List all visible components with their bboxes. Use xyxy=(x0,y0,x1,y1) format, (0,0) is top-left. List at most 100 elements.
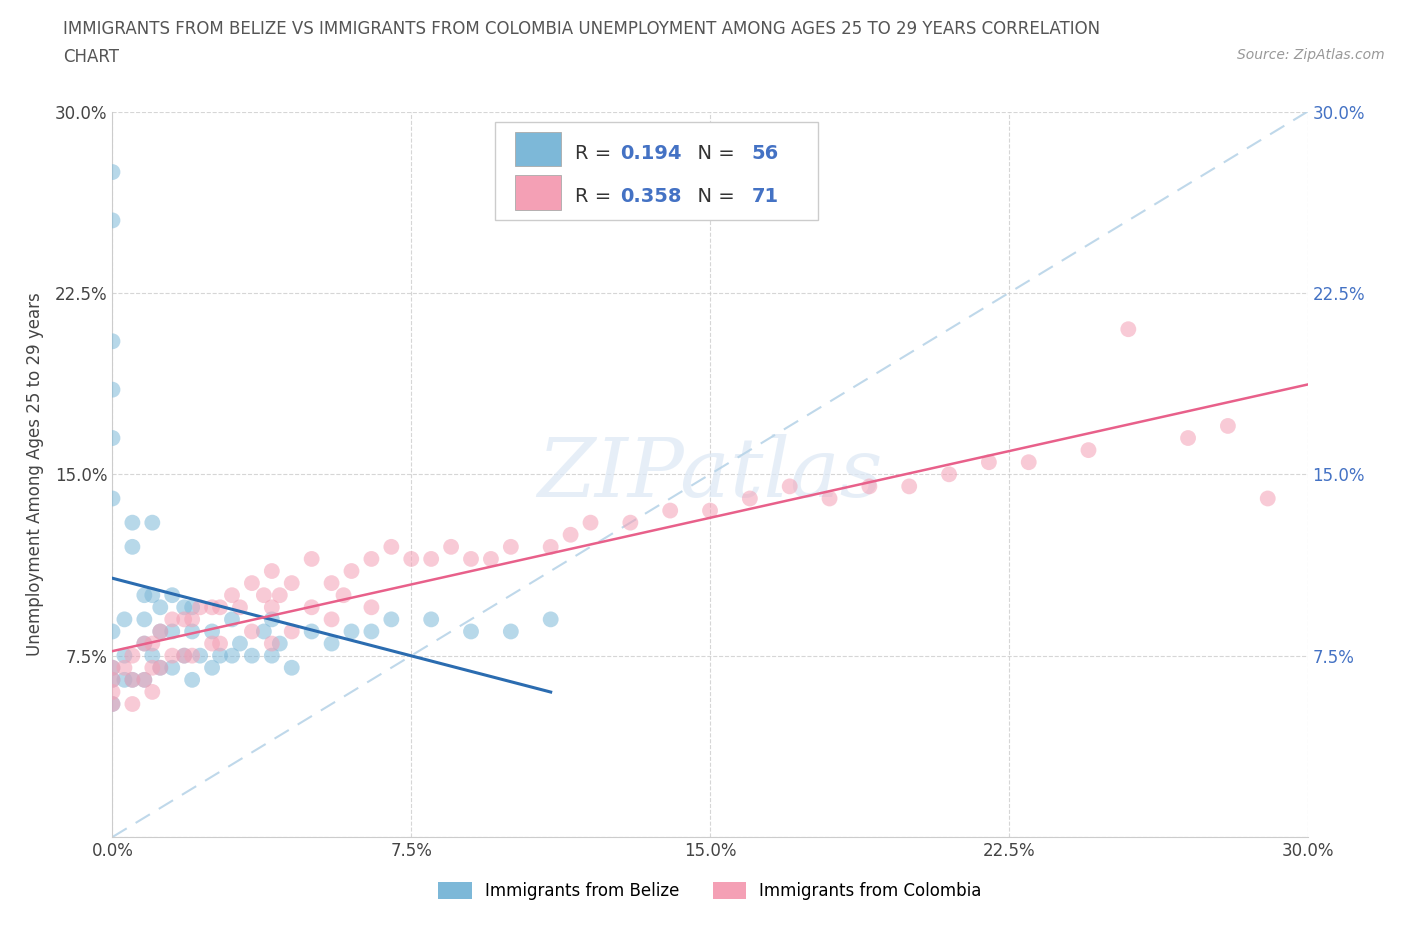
Point xyxy=(260,612,283,627)
Point xyxy=(141,588,163,603)
Point xyxy=(858,479,880,494)
Point xyxy=(149,660,172,675)
Point xyxy=(201,600,224,615)
Point xyxy=(101,684,124,699)
Point xyxy=(380,612,402,627)
Point xyxy=(149,600,172,615)
Text: N =: N = xyxy=(685,144,741,163)
Point xyxy=(121,515,143,530)
Point xyxy=(134,672,156,687)
Text: R =: R = xyxy=(575,144,617,163)
Point xyxy=(898,479,921,494)
Text: 0.194: 0.194 xyxy=(620,144,682,163)
Point xyxy=(401,551,423,566)
Point xyxy=(181,672,204,687)
Point xyxy=(134,612,156,627)
Point xyxy=(579,515,602,530)
Point xyxy=(440,539,463,554)
Point xyxy=(201,636,224,651)
Point xyxy=(1177,431,1199,445)
Point xyxy=(173,612,195,627)
Point xyxy=(332,588,354,603)
Point xyxy=(141,515,163,530)
Point xyxy=(738,491,761,506)
Point xyxy=(101,431,124,445)
Point xyxy=(380,539,402,554)
Point xyxy=(1257,491,1279,506)
Point xyxy=(321,612,343,627)
Point xyxy=(240,648,263,663)
Point xyxy=(162,624,183,639)
Point xyxy=(460,624,482,639)
Point xyxy=(141,684,163,699)
Point xyxy=(281,576,304,591)
Point xyxy=(340,624,363,639)
Point xyxy=(181,612,204,627)
Point xyxy=(321,636,343,651)
Text: N =: N = xyxy=(685,187,741,206)
Point xyxy=(260,636,283,651)
Point xyxy=(240,624,263,639)
Point xyxy=(499,539,522,554)
Point xyxy=(340,564,363,578)
Point xyxy=(101,672,124,687)
Point xyxy=(209,636,232,651)
Point xyxy=(101,491,124,506)
Point xyxy=(229,636,252,651)
Bar xyxy=(515,175,561,210)
Point xyxy=(101,660,124,675)
Point xyxy=(499,624,522,639)
Bar xyxy=(515,131,561,166)
Point xyxy=(560,527,582,542)
Point xyxy=(699,503,721,518)
Point xyxy=(360,624,382,639)
Point xyxy=(149,624,172,639)
Point xyxy=(260,564,283,578)
Point xyxy=(321,576,343,591)
Y-axis label: Unemployment Among Ages 25 to 29 years: Unemployment Among Ages 25 to 29 years xyxy=(25,292,44,657)
Point xyxy=(101,213,124,228)
Point xyxy=(114,648,135,663)
Point xyxy=(201,624,224,639)
Legend: Immigrants from Belize, Immigrants from Colombia: Immigrants from Belize, Immigrants from … xyxy=(430,873,990,909)
Point xyxy=(141,636,163,651)
Point xyxy=(460,551,482,566)
Point xyxy=(479,551,502,566)
Point xyxy=(209,648,232,663)
Point xyxy=(141,660,163,675)
Point xyxy=(181,648,204,663)
Point xyxy=(173,648,195,663)
Point xyxy=(114,660,135,675)
Point xyxy=(540,612,562,627)
Point xyxy=(162,660,183,675)
Point xyxy=(188,648,211,663)
Text: CHART: CHART xyxy=(63,48,120,66)
Point xyxy=(101,697,124,711)
Point xyxy=(938,467,960,482)
Point xyxy=(1118,322,1140,337)
Point xyxy=(659,503,682,518)
Point xyxy=(260,648,283,663)
Point xyxy=(1018,455,1040,470)
Point xyxy=(101,672,124,687)
Point xyxy=(101,624,124,639)
Point xyxy=(269,588,291,603)
Point xyxy=(221,588,243,603)
Text: IMMIGRANTS FROM BELIZE VS IMMIGRANTS FROM COLOMBIA UNEMPLOYMENT AMONG AGES 25 TO: IMMIGRANTS FROM BELIZE VS IMMIGRANTS FRO… xyxy=(63,20,1101,38)
Point xyxy=(240,576,263,591)
Text: 71: 71 xyxy=(752,187,779,206)
Point xyxy=(114,612,135,627)
Point xyxy=(221,648,243,663)
Point xyxy=(114,672,135,687)
Point xyxy=(253,624,276,639)
Point xyxy=(420,612,443,627)
Point xyxy=(162,612,183,627)
Text: ZIPatlas: ZIPatlas xyxy=(537,434,883,514)
Point xyxy=(149,660,172,675)
Point xyxy=(201,660,224,675)
Point xyxy=(269,636,291,651)
Point xyxy=(301,551,323,566)
Point xyxy=(141,648,163,663)
Point xyxy=(779,479,801,494)
Point xyxy=(229,600,252,615)
